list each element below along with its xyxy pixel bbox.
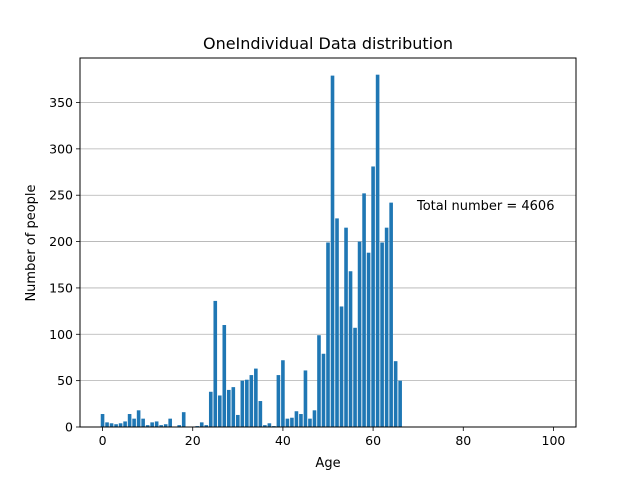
bar-age-1 <box>105 422 109 427</box>
bar-age-22 <box>199 422 204 427</box>
bar-age-45 <box>303 370 308 427</box>
bar-age-60 <box>371 166 375 428</box>
x-tick-label-4: 80 <box>455 433 471 448</box>
bar-age-40 <box>281 360 285 427</box>
bar-age-48 <box>317 335 321 427</box>
bar-age-39 <box>276 375 281 427</box>
bar-age-59 <box>366 252 371 427</box>
bar-age-15 <box>168 418 172 427</box>
x-tick-label-0: 0 <box>99 433 107 448</box>
bar-age-7 <box>132 418 136 427</box>
bar-age-26 <box>217 395 222 427</box>
bar-age-53 <box>339 306 344 427</box>
bar-age-31 <box>240 380 245 427</box>
bar-age-29 <box>231 387 236 427</box>
bar-age-56 <box>353 327 357 427</box>
bar-age-17 <box>177 425 182 427</box>
bar-age-3 <box>114 424 118 427</box>
x-tick-label-5: 100 <box>542 433 566 448</box>
bar-age-0 <box>100 414 105 427</box>
bar-age-27 <box>222 325 227 427</box>
y-tick-label-0: 0 <box>65 420 73 435</box>
bar-age-66 <box>398 380 402 427</box>
plot-frame <box>79 57 577 428</box>
bar-age-64 <box>389 202 393 427</box>
bar-age-49 <box>321 353 326 427</box>
bar-age-55 <box>348 271 353 427</box>
y-tick-label-2: 100 <box>49 327 73 342</box>
bar-age-32 <box>245 379 249 427</box>
bar-age-24 <box>208 391 213 427</box>
y-tick-label-6: 300 <box>49 141 73 156</box>
bar-age-23 <box>204 425 209 427</box>
x-axis-ticks: 0 20 40 60 80 100 <box>99 427 566 448</box>
bar-age-8 <box>136 410 141 427</box>
bar-age-14 <box>163 424 168 427</box>
y-tick-label-5: 250 <box>49 188 73 203</box>
bar-age-57 <box>357 241 362 427</box>
bar-age-46 <box>308 418 312 427</box>
bar-age-62 <box>380 242 384 427</box>
bars <box>100 74 402 428</box>
x-tick-label-2: 40 <box>275 433 291 448</box>
y-tick-label-3: 150 <box>49 280 73 295</box>
y-tick-label-4: 200 <box>49 234 73 249</box>
bar-age-65 <box>393 361 398 427</box>
bar-age-43 <box>294 411 299 427</box>
bar-age-2 <box>109 423 114 427</box>
bar-age-4 <box>118 423 123 427</box>
bar-age-41 <box>285 418 290 427</box>
y-tick-label-1: 50 <box>57 373 73 388</box>
bar-age-42 <box>290 417 294 427</box>
bar-age-6 <box>127 414 132 427</box>
bar-age-11 <box>150 422 154 427</box>
bar-age-10 <box>145 425 150 427</box>
bar-age-28 <box>226 389 231 427</box>
total-annotation: Total number = 4606 <box>416 199 554 214</box>
bar-age-25 <box>213 300 218 427</box>
bar-age-54 <box>344 227 348 427</box>
bar-age-52 <box>335 218 339 427</box>
x-axis-label: Age <box>315 456 340 471</box>
bar-age-50 <box>326 242 330 427</box>
bar-age-5 <box>123 421 127 427</box>
y-axis-ticks: 0 50 100 150 200 250 300 350 <box>49 95 80 435</box>
bar-age-33 <box>249 375 254 427</box>
bar-age-30 <box>236 414 240 427</box>
bar-age-12 <box>154 421 159 427</box>
y-axis-label: Number of people <box>24 184 39 301</box>
y-tick-label-7: 350 <box>49 95 73 110</box>
bar-age-37 <box>267 423 272 427</box>
bar-age-61 <box>375 74 380 427</box>
bar-age-13 <box>159 425 163 427</box>
bar-age-58 <box>362 193 366 427</box>
bar-age-51 <box>330 75 335 428</box>
x-tick-label-3: 60 <box>365 433 381 448</box>
bar-age-47 <box>312 410 317 427</box>
bar-age-18 <box>181 412 186 427</box>
bar-age-35 <box>258 401 263 427</box>
bar-age-36 <box>263 425 267 427</box>
bar-age-63 <box>384 227 389 427</box>
bar-age-9 <box>141 418 145 427</box>
bar-age-44 <box>299 414 303 427</box>
chart-title: OneIndividual Data distribution <box>203 34 453 53</box>
x-tick-label-1: 20 <box>185 433 201 448</box>
bar-age-34 <box>254 368 258 427</box>
